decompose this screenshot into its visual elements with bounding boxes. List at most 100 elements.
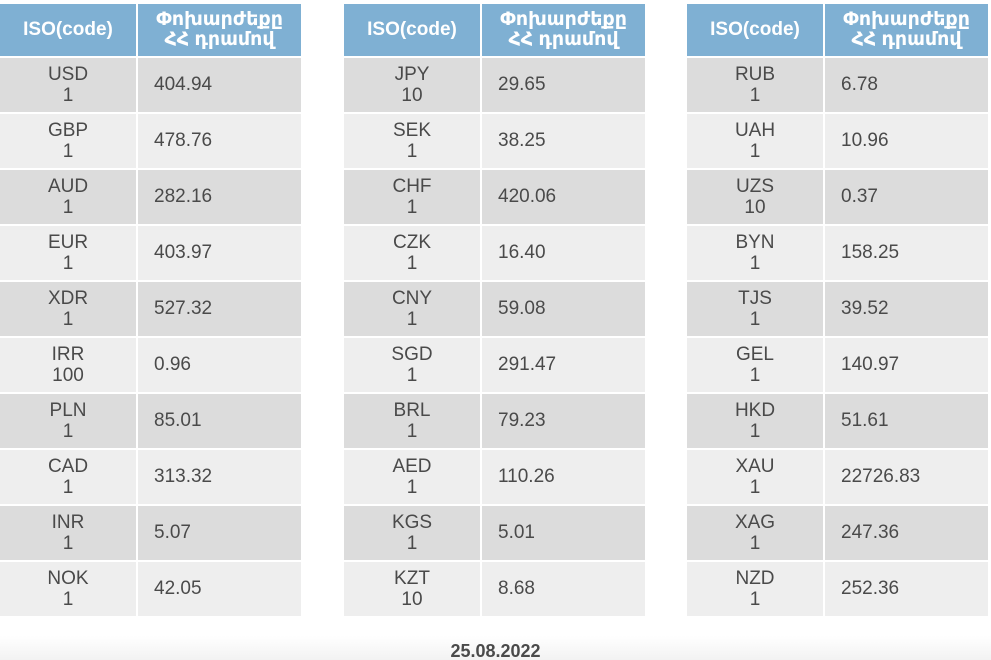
table-row: SGD 1 291.47 (344, 338, 645, 392)
currency-code: SEK (392, 120, 432, 141)
rate-value: 5.01 (482, 506, 645, 560)
table-row: PLN 1 85.01 (0, 394, 301, 448)
currency-unit: 1 (406, 309, 418, 330)
currency-unit: 1 (62, 197, 74, 218)
currency-cell: HKD 1 (687, 394, 823, 448)
rate-column-header: Փոխարժեքը ՀՀ դրամով (825, 4, 988, 56)
code-column-header: ISO(code) (687, 4, 823, 56)
table-row: GEL 1 140.97 (687, 338, 988, 392)
currency-unit: 1 (406, 365, 418, 386)
currency-unit: 1 (749, 309, 761, 330)
table-row: CAD 1 313.32 (0, 450, 301, 504)
currency-code: CZK (393, 232, 431, 253)
rate-value: 252.36 (825, 562, 988, 616)
table-row: TJS 1 39.52 (687, 282, 988, 336)
currency-code: XDR (47, 288, 89, 309)
currency-cell: IRR 100 (0, 338, 136, 392)
currency-cell: RUB 1 (687, 58, 823, 112)
currency-cell: CZK 1 (344, 226, 480, 280)
currency-cell: UZS 10 (687, 170, 823, 224)
currency-unit: 1 (406, 477, 418, 498)
currency-code: UZS (736, 176, 774, 197)
currency-cell: NOK 1 (0, 562, 136, 616)
table-header-row: ISO(code) Փոխարժեքը ՀՀ դրամով (0, 4, 301, 56)
currency-cell: CAD 1 (0, 450, 136, 504)
rates-date: 25.08.2022 (450, 641, 541, 660)
table-row: HKD 1 51.61 (687, 394, 988, 448)
currency-unit: 10 (744, 197, 766, 218)
rate-column-label-line2: ՀՀ դրամով (508, 29, 619, 50)
currency-cell: GBP 1 (0, 114, 136, 168)
currency-unit: 100 (52, 365, 84, 386)
currency-unit: 1 (749, 253, 761, 274)
currency-code: NOK (47, 568, 89, 589)
currency-cell: XDR 1 (0, 282, 136, 336)
currency-cell: XAG 1 (687, 506, 823, 560)
currency-unit: 1 (62, 253, 74, 274)
currency-unit: 1 (62, 533, 74, 554)
rate-value: 0.96 (138, 338, 301, 392)
rate-value: 59.08 (482, 282, 645, 336)
currency-unit: 1 (62, 589, 74, 610)
currency-cell: INR 1 (0, 506, 136, 560)
code-column-header: ISO(code) (344, 4, 480, 56)
rate-value: 39.52 (825, 282, 988, 336)
currency-cell: KGS 1 (344, 506, 480, 560)
currency-cell: SEK 1 (344, 114, 480, 168)
currency-code: IRR (51, 344, 85, 365)
table-row: JPY 10 29.65 (344, 58, 645, 112)
currency-unit: 1 (406, 197, 418, 218)
table-row: AUD 1 282.16 (0, 170, 301, 224)
currency-code: CAD (47, 456, 89, 477)
currency-unit: 10 (401, 589, 423, 610)
currency-unit: 1 (749, 365, 761, 386)
table-row: CHF 1 420.06 (344, 170, 645, 224)
currency-unit: 1 (62, 85, 74, 106)
table-row: NZD 1 252.36 (687, 562, 988, 616)
currency-cell: KZT 10 (344, 562, 480, 616)
currency-code: BRL (393, 400, 431, 421)
rate-value: 247.36 (825, 506, 988, 560)
rate-value: 42.05 (138, 562, 301, 616)
currency-unit: 1 (406, 421, 418, 442)
table-header-row: ISO(code) Փոխարժեքը ՀՀ դրամով (344, 4, 645, 56)
table-row: KGS 1 5.01 (344, 506, 645, 560)
currency-unit: 1 (749, 477, 761, 498)
rates-table-2: ISO(code) Փոխարժեքը ՀՀ դրամով JPY 10 29.65… (342, 2, 647, 618)
currency-unit: 1 (62, 421, 74, 442)
rate-value: 110.26 (482, 450, 645, 504)
rate-value: 6.78 (825, 58, 988, 112)
currency-code: RUB (734, 64, 776, 85)
rate-column-header: Փոխարժեքը ՀՀ դրամով (138, 4, 301, 56)
table-row: GBP 1 478.76 (0, 114, 301, 168)
currency-unit: 1 (749, 589, 761, 610)
rate-column-label-line2: ՀՀ դրամով (851, 29, 962, 50)
table-row: UAH 1 10.96 (687, 114, 988, 168)
currency-cell: CHF 1 (344, 170, 480, 224)
rate-column-label-line1: Փոխարժեքը (156, 9, 283, 30)
currency-unit: 1 (749, 533, 761, 554)
currency-cell: TJS 1 (687, 282, 823, 336)
currency-code: UAH (734, 120, 776, 141)
rate-value: 8.68 (482, 562, 645, 616)
rate-value: 5.07 (138, 506, 301, 560)
table-row: BRL 1 79.23 (344, 394, 645, 448)
rates-table-1: ISO(code) Փոխարժեքը ՀՀ դրամով USD 1 404.94… (0, 2, 303, 618)
table-row: SEK 1 38.25 (344, 114, 645, 168)
currency-cell: SGD 1 (344, 338, 480, 392)
currency-cell: EUR 1 (0, 226, 136, 280)
currency-unit: 1 (406, 533, 418, 554)
footer-bar: 25.08.2022 (0, 636, 991, 660)
table-row: INR 1 5.07 (0, 506, 301, 560)
rate-value: 291.47 (482, 338, 645, 392)
rate-value: 38.25 (482, 114, 645, 168)
table-row: BYN 1 158.25 (687, 226, 988, 280)
rate-value: 10.96 (825, 114, 988, 168)
currency-code: NZD (735, 568, 775, 589)
currency-cell: BYN 1 (687, 226, 823, 280)
rate-value: 22726.83 (825, 450, 988, 504)
code-column-label: ISO(code) (710, 19, 800, 40)
currency-cell: CNY 1 (344, 282, 480, 336)
currency-cell: GEL 1 (687, 338, 823, 392)
